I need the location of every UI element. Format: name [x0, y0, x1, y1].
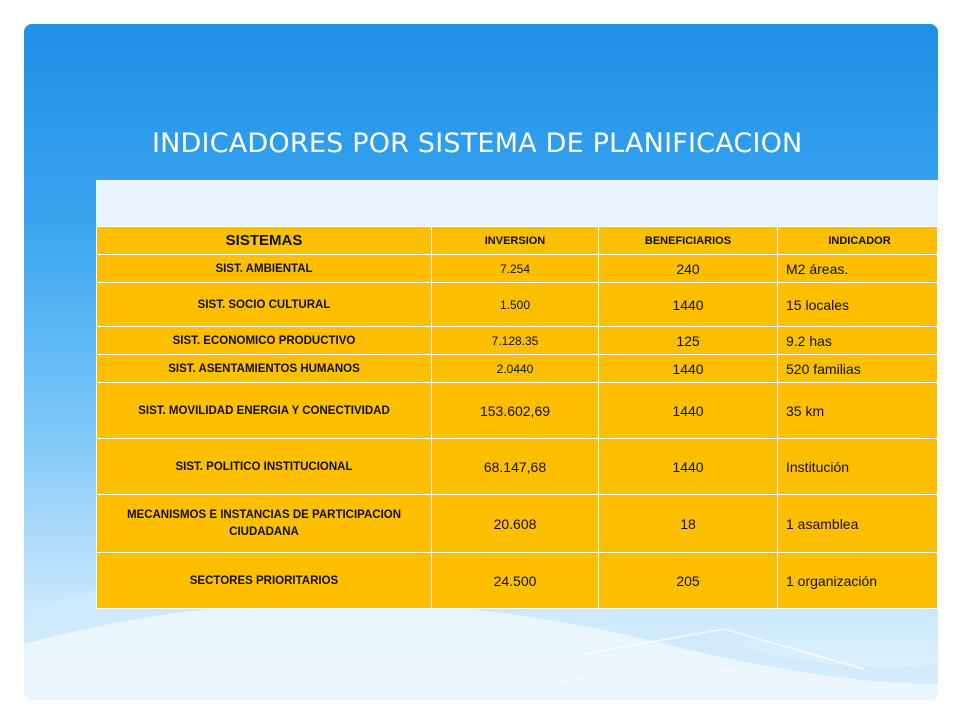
cell-indicador: 520 familias — [777, 354, 938, 383]
cell-sistema: SIST. ASENTAMIENTOS HUMANOS — [96, 354, 432, 383]
cell-beneficiarios: 240 — [598, 254, 778, 283]
cell-inversion: 2.0440 — [431, 354, 599, 383]
cell-inversion: 20.608 — [431, 494, 599, 553]
table-header-row: SISTEMAS INVERSION BENEFICIARIOS INDICAD… — [96, 226, 938, 255]
cell-sistema: SIST. AMBIENTAL — [96, 254, 432, 283]
indicators-table: SISTEMAS INVERSION BENEFICIARIOS INDICAD… — [96, 226, 938, 609]
cell-sistema: SIST. SOCIO CULTURAL — [96, 282, 432, 327]
cell-inversion: 24.500 — [431, 552, 599, 609]
cell-indicador: 1 asamblea — [777, 494, 938, 553]
cell-indicador: 1 organización — [777, 552, 938, 609]
cell-indicador: Institución — [777, 438, 938, 495]
table-row: SIST. MOVILIDAD ENERGIA Y CONECTIVIDAD 1… — [96, 382, 938, 439]
cell-beneficiarios: 205 — [598, 552, 778, 609]
header-sistemas: SISTEMAS — [96, 226, 432, 255]
table-row: SIST. SOCIO CULTURAL 1.500 1440 15 local… — [96, 282, 938, 327]
cell-indicador: 15 locales — [777, 282, 938, 327]
cell-sistema: MECANISMOS E INSTANCIAS DE PARTICIPACION… — [96, 494, 432, 553]
cell-beneficiarios: 125 — [598, 326, 778, 355]
cell-indicador: 35 km — [777, 382, 938, 439]
header-inversion: INVERSION — [431, 226, 599, 255]
header-beneficiarios: BENEFICIARIOS — [598, 226, 778, 255]
header-band — [96, 180, 938, 226]
slide-title: INDICADORES POR SISTEMA DE PLANIFICACION — [152, 128, 803, 159]
cell-inversion: 7.254 — [431, 254, 599, 283]
table-row: SIST. POLITICO INSTITUCIONAL 68.147,68 1… — [96, 438, 938, 495]
cell-beneficiarios: 1440 — [598, 282, 778, 327]
table-row: MECANISMOS E INSTANCIAS DE PARTICIPACION… — [96, 494, 938, 553]
cell-sistema: SIST. ECONOMICO PRODUCTIVO — [96, 326, 432, 355]
cell-sistema: SIST. POLITICO INSTITUCIONAL — [96, 438, 432, 495]
cell-inversion: 68.147,68 — [431, 438, 599, 495]
cell-beneficiarios: 1440 — [598, 438, 778, 495]
cell-beneficiarios: 1440 — [598, 382, 778, 439]
header-indicador: INDICADOR — [777, 226, 938, 255]
cell-inversion: 1.500 — [431, 282, 599, 327]
cell-beneficiarios: 18 — [598, 494, 778, 553]
cell-beneficiarios: 1440 — [598, 354, 778, 383]
table-row: SIST. AMBIENTAL 7.254 240 M2 áreas. — [96, 254, 938, 283]
table-row: SIST. ASENTAMIENTOS HUMANOS 2.0440 1440 … — [96, 354, 938, 383]
cell-inversion: 153.602,69 — [431, 382, 599, 439]
cell-sistema: SECTORES PRIORITARIOS — [96, 552, 432, 609]
cell-sistema: SIST. MOVILIDAD ENERGIA Y CONECTIVIDAD — [96, 382, 432, 439]
cell-indicador: M2 áreas. — [777, 254, 938, 283]
cell-indicador: 9.2 has — [777, 326, 938, 355]
table-row: SIST. ECONOMICO PRODUCTIVO 7.128.35 125 … — [96, 326, 938, 355]
cell-inversion: 7.128.35 — [431, 326, 599, 355]
table-row: SECTORES PRIORITARIOS 24.500 205 1 organ… — [96, 552, 938, 609]
